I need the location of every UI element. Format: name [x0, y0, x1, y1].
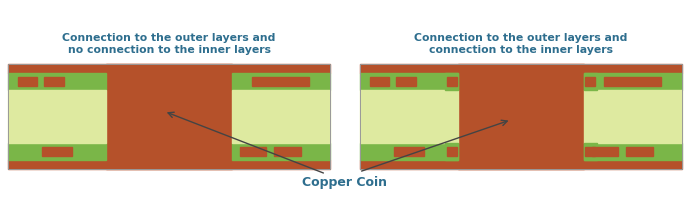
- Bar: [585, 78, 595, 86]
- Bar: [106, 65, 232, 169]
- Bar: [18, 78, 37, 86]
- Bar: [43, 147, 72, 156]
- Bar: [626, 147, 652, 156]
- Bar: [232, 143, 330, 160]
- Bar: [360, 74, 458, 91]
- Bar: [370, 78, 389, 86]
- Bar: [445, 74, 458, 91]
- Bar: [584, 143, 596, 160]
- Text: Connection to the outer layers and
connection to the inner layers: Connection to the outer layers and conne…: [414, 33, 627, 55]
- Bar: [605, 78, 661, 86]
- Bar: [447, 78, 457, 86]
- Bar: [585, 147, 595, 156]
- Bar: [584, 143, 682, 160]
- Bar: [584, 74, 596, 91]
- Bar: [360, 91, 458, 143]
- Bar: [447, 147, 457, 156]
- Bar: [8, 91, 106, 143]
- Bar: [592, 147, 618, 156]
- Bar: [8, 74, 106, 91]
- Bar: [274, 147, 301, 156]
- Bar: [8, 65, 330, 169]
- Bar: [8, 160, 330, 169]
- Bar: [360, 65, 682, 169]
- Text: Connection to the outer layers and
no connection to the inner layers: Connection to the outer layers and no co…: [63, 33, 276, 55]
- Bar: [458, 65, 584, 169]
- Bar: [360, 160, 682, 169]
- Text: Copper Coin: Copper Coin: [301, 176, 387, 188]
- Bar: [584, 74, 682, 91]
- Bar: [8, 65, 330, 74]
- Bar: [252, 78, 310, 86]
- Bar: [360, 143, 458, 160]
- Bar: [232, 91, 330, 143]
- Bar: [394, 147, 424, 156]
- Bar: [232, 74, 330, 91]
- Bar: [584, 91, 682, 143]
- Bar: [44, 78, 64, 86]
- Bar: [360, 65, 682, 74]
- Bar: [396, 78, 416, 86]
- Bar: [8, 143, 106, 160]
- Bar: [445, 143, 458, 160]
- Bar: [239, 147, 266, 156]
